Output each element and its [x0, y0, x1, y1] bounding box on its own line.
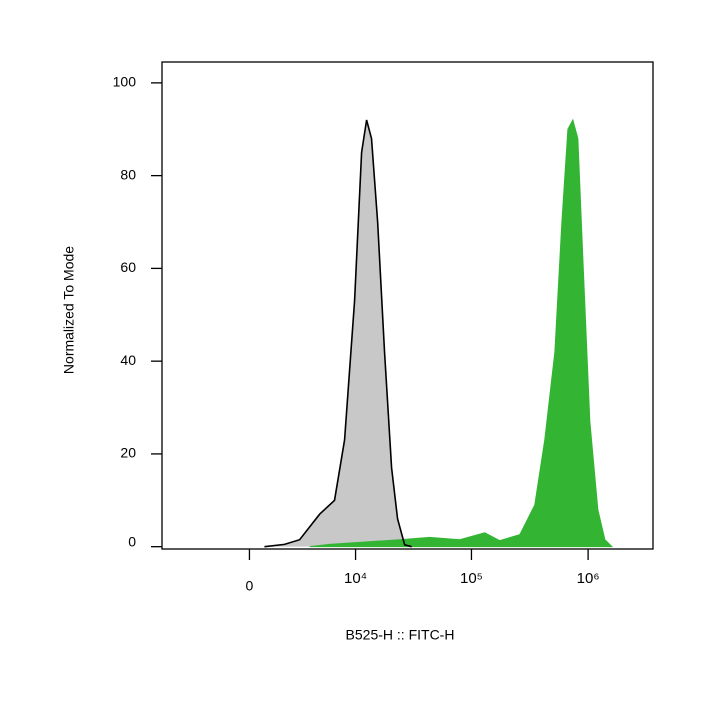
histogram-area: [264, 119, 412, 547]
y-tick-label: 20: [120, 445, 136, 461]
histogram-outline: [264, 119, 412, 548]
y-axis-label: Normalized To Mode: [61, 246, 77, 374]
y-tick-label: 40: [120, 352, 136, 368]
x-axis-label: B525-H :: FITC-H: [346, 627, 455, 643]
plot-frame: [161, 61, 654, 550]
x-tick-label: 10⁴: [344, 570, 367, 587]
y-tick-label: 0: [128, 533, 136, 549]
x-tick-label: 10⁶: [577, 570, 600, 587]
y-tick-label: 60: [120, 259, 136, 275]
x-tick-label: 0: [246, 578, 254, 594]
y-tick-label: 100: [113, 74, 137, 90]
x-tick-label: 10⁵: [460, 570, 483, 587]
histogram-area: [309, 118, 614, 548]
y-tick-label: 80: [120, 166, 136, 182]
